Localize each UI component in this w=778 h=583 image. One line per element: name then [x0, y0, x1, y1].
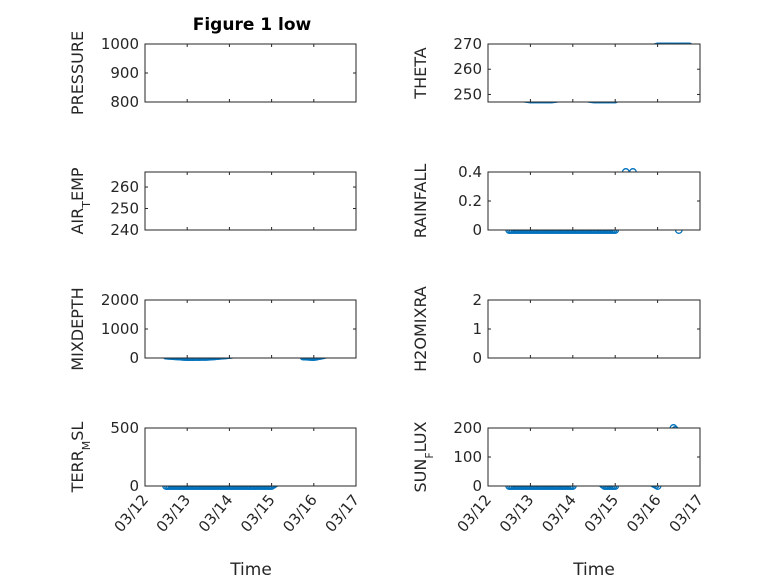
- x-tick-label: 03/15: [237, 491, 279, 536]
- axes-frame: [144, 43, 357, 103]
- subplot-pressure: 800 900 1000 PRESSURE: [68, 31, 357, 115]
- y-tick-label: 270: [453, 35, 482, 53]
- figure-title: Figure 1 low: [193, 15, 312, 35]
- x-tick-label: 03/12: [453, 491, 495, 536]
- subplot-terr-msl: 0 500 TERRMSL 03/12 03/13 03/14 03/15 03/16 03/1…: [68, 419, 363, 536]
- y-axis-label: PRESSURE: [68, 31, 87, 115]
- x-tick-label: 03/16: [623, 491, 665, 536]
- y-tick-label: 250: [453, 85, 482, 103]
- x-tick-label: 03/17: [665, 491, 707, 536]
- subplot-theta: 250 260 270 THETA: [411, 35, 701, 104]
- y-tick-label: 0.4: [458, 163, 482, 181]
- x-tick-label: 03/12: [110, 491, 152, 536]
- axes-frame: [487, 171, 701, 231]
- y-tick-label: 0.2: [458, 192, 482, 210]
- y-tick-label: 800: [110, 93, 139, 111]
- y-axis-label: SUNFLUX: [411, 421, 436, 492]
- y-axis-label: TERRMSL: [68, 422, 93, 494]
- x-tick-label: 03/15: [581, 491, 623, 536]
- y-tick-label: 240: [110, 221, 139, 239]
- y-tick-label: 1000: [101, 320, 139, 338]
- y-tick-label: 0: [472, 221, 482, 239]
- y-tick-label: 260: [110, 178, 139, 196]
- axes-frame: [144, 299, 357, 359]
- y-tick-label: 500: [110, 419, 139, 437]
- x-tick-label: 03/16: [279, 491, 321, 536]
- axes-frame: [487, 43, 701, 103]
- y-tick-label: 0: [472, 477, 482, 495]
- y-tick-label: 1000: [101, 35, 139, 53]
- y-tick-label: 0: [129, 349, 139, 367]
- axes-frame: [487, 299, 701, 359]
- x-tick-label: 03/13: [153, 491, 195, 536]
- subplot-mixdepth: 0 1000 2000 MIXDEPTH: [68, 287, 357, 371]
- subplot-sun-flux: 0 100 200 SUNFLUX 03/12 03/13 03/14 03/15 03/16 0…: [411, 419, 707, 536]
- y-axis-label: THETA: [411, 47, 430, 99]
- y-tick-label: 0: [129, 477, 139, 495]
- y-tick-label: 1: [472, 320, 482, 338]
- x-axis-label-right: Time: [572, 560, 615, 580]
- y-axis-label: RAINFALL: [411, 164, 430, 239]
- y-tick-label: 900: [110, 64, 139, 82]
- x-tick-label: 03/13: [496, 491, 538, 536]
- y-axis-label: H2OMIXRA: [411, 286, 430, 372]
- subplot-air-temp: 240 250 260 AIRTEMP: [68, 167, 357, 239]
- subplot-rainfall: 0 0.2 0.4 RAINFALL: [411, 163, 701, 239]
- y-tick-label: 200: [453, 419, 482, 437]
- subplot-h2omixra: 0 1 2 H2OMIXRA: [411, 286, 701, 372]
- y-tick-label: 100: [453, 448, 482, 466]
- x-tick-label: 03/14: [538, 491, 580, 536]
- x-axis-label-left: Time: [229, 560, 272, 580]
- x-tick-label: 03/14: [195, 491, 237, 536]
- y-tick-label: 2: [472, 291, 482, 309]
- axes-frame: [144, 171, 357, 231]
- y-tick-label: 2000: [101, 291, 139, 309]
- x-tick-label: 03/17: [321, 491, 363, 536]
- y-tick-label: 250: [110, 200, 139, 218]
- y-axis-label: AIRTEMP: [68, 167, 93, 234]
- y-tick-label: 0: [472, 349, 482, 367]
- y-tick-label: 260: [453, 60, 482, 78]
- axes-frame: [487, 427, 701, 487]
- axes-frame: [144, 427, 357, 487]
- y-axis-label: MIXDEPTH: [68, 287, 87, 370]
